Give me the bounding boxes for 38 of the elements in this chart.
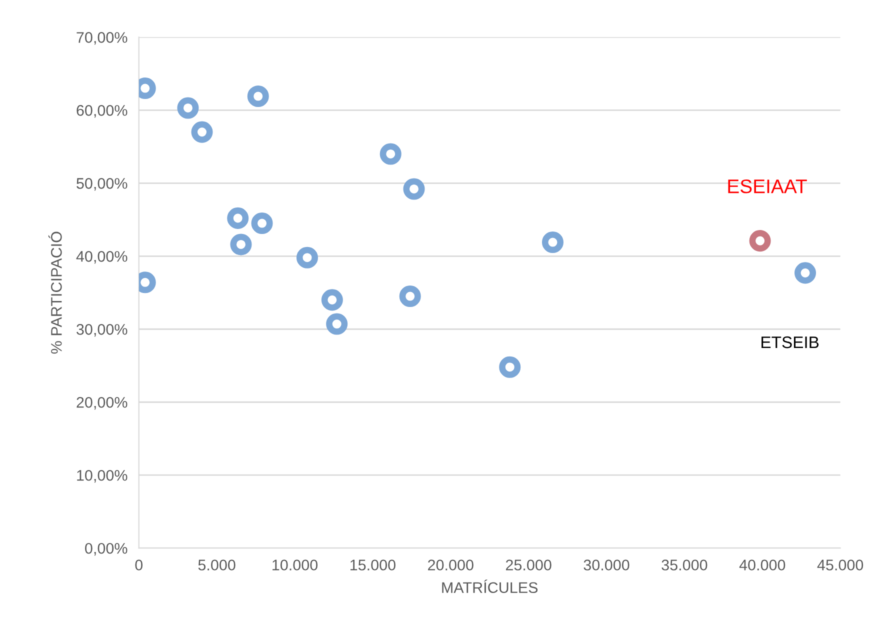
x-tick-label: 5.000 xyxy=(198,560,236,570)
point xyxy=(321,289,343,311)
x-tick-label: 15.000 xyxy=(350,560,396,570)
x-tick-label: 20.000 xyxy=(428,560,474,570)
annotation: ESEIAAT xyxy=(728,179,807,194)
annotation: ETSEIB xyxy=(762,336,819,348)
x-tick-label: 10.000 xyxy=(272,560,318,570)
y-tick-label: 20,00% xyxy=(76,396,128,410)
y-tick-label: 30,00% xyxy=(76,324,128,337)
x-tick-label: 30.000 xyxy=(584,560,630,570)
y-tick-label: 70,00% xyxy=(76,32,128,45)
x-tick-label: 40.000 xyxy=(739,560,786,570)
y-tick-label: 50,00% xyxy=(76,178,128,191)
y-tick-label: 40,00% xyxy=(76,251,128,264)
point xyxy=(794,262,816,284)
point xyxy=(247,86,269,108)
x-tick-label: 0 xyxy=(135,560,143,570)
point xyxy=(227,207,249,229)
x-axis-title: MATRÍCULES xyxy=(442,580,538,594)
x-tick-label: 25.000 xyxy=(506,560,552,570)
point xyxy=(542,232,564,254)
y-axis-title: % PARTICIPACIÓ xyxy=(48,232,62,354)
point xyxy=(499,356,521,378)
y-tick-label: 10,00% xyxy=(77,470,128,483)
point xyxy=(230,234,252,256)
point xyxy=(403,178,425,200)
x-tick-label: 35.000 xyxy=(662,560,708,570)
x-tick-label: 45.000 xyxy=(817,560,864,570)
point xyxy=(191,121,213,143)
y-tick-label: 60,00% xyxy=(76,105,128,118)
point xyxy=(177,97,199,119)
point xyxy=(399,286,421,308)
y-tick-label: 0,00% xyxy=(85,542,128,556)
point xyxy=(296,246,318,268)
point xyxy=(749,230,771,252)
point xyxy=(251,212,273,234)
point xyxy=(380,143,402,165)
point xyxy=(326,313,348,335)
